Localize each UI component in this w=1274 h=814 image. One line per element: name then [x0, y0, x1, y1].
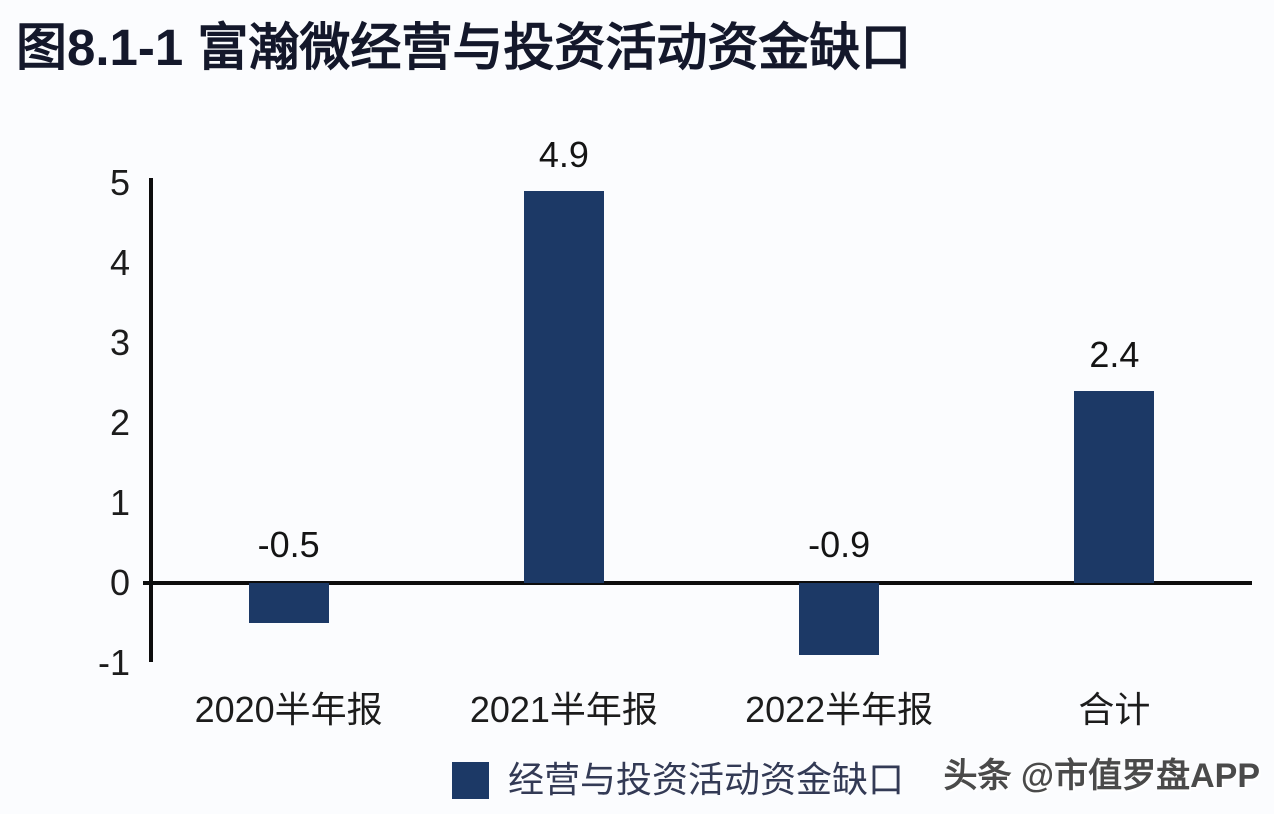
- y-axis-tick-label: 0: [109, 562, 130, 603]
- y-axis-tick-label: 2: [109, 402, 130, 443]
- x-axis-category-label: 合计: [1078, 689, 1151, 730]
- bar-value-label: 2.4: [1089, 334, 1140, 375]
- bar-value-label: -0.9: [808, 524, 871, 565]
- watermark-text: 头条 @市值罗盘APP: [943, 757, 1260, 795]
- chart-title: 图8.1-1 富瀚微经营与投资活动资金缺口: [16, 19, 912, 76]
- legend-color-swatch: [452, 761, 489, 799]
- y-axis-line: [149, 178, 153, 662]
- y-axis-tick-label: 4: [109, 242, 130, 283]
- x-axis-category-label: 2021半年报: [469, 689, 658, 730]
- bar-series-column: [799, 583, 880, 655]
- bar-series-column: [523, 191, 604, 583]
- y-axis-tick-label: -1: [97, 642, 130, 683]
- bar-series-column: [248, 583, 329, 623]
- x-axis-zero-line: [143, 581, 1252, 585]
- chart-legend: 经营与投资活动资金缺口: [452, 760, 904, 800]
- y-axis-tick-label: 5: [109, 162, 130, 203]
- bar-series-column: [1074, 391, 1155, 583]
- x-axis-category-label: 2020半年报: [194, 689, 383, 730]
- legend-series-label: 经营与投资活动资金缺口: [508, 759, 905, 800]
- x-axis-category-label: 2022半年报: [745, 689, 934, 730]
- bar-value-label: 4.9: [538, 134, 589, 175]
- bar-value-label: -0.5: [257, 524, 320, 565]
- y-axis-tick-label: 1: [109, 482, 130, 523]
- y-axis-tick-label: 3: [109, 322, 130, 363]
